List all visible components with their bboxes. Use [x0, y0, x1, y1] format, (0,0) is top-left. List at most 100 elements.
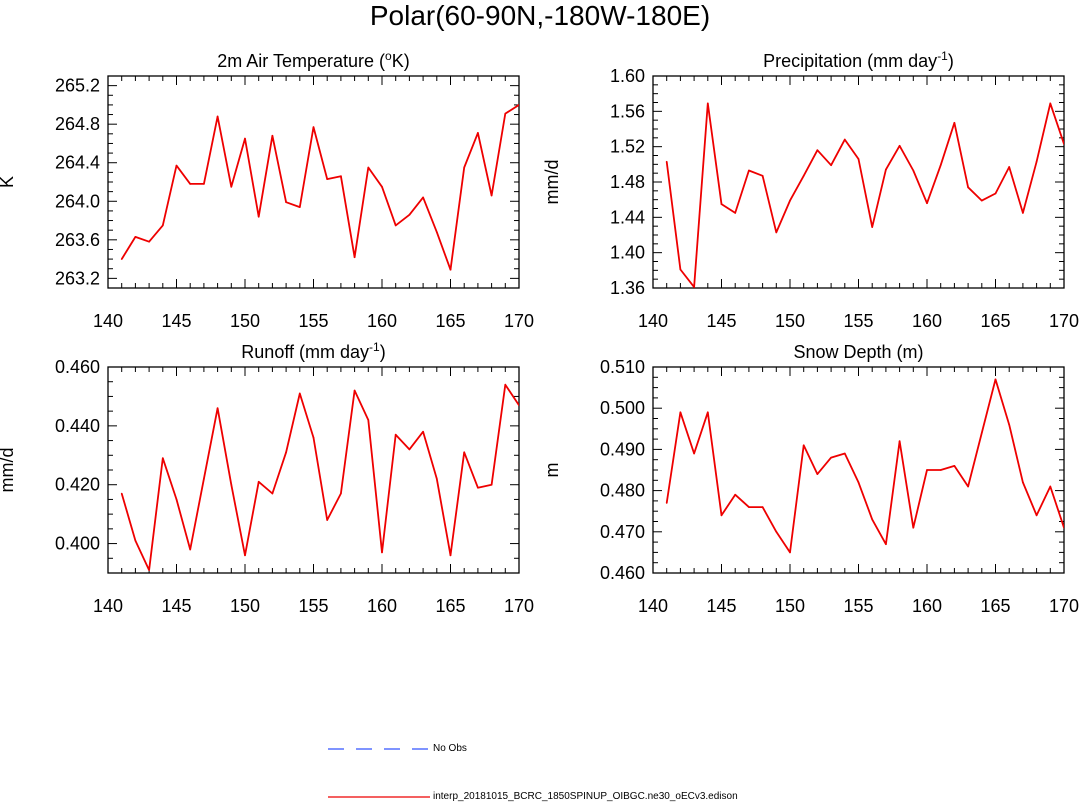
data-point [871, 226, 873, 228]
y-tick-label: 0.480 [600, 481, 645, 501]
data-point [299, 392, 301, 395]
data-point [381, 551, 383, 554]
data-point [381, 186, 383, 188]
panel-title-text-end: ) [380, 342, 386, 362]
data-point [939, 164, 942, 167]
y-tick-label: 1.52 [610, 137, 645, 157]
data-point [693, 452, 695, 455]
data-point [490, 194, 493, 197]
data-point [504, 112, 507, 115]
plot-frame [107, 366, 520, 574]
x-tick-label: 170 [504, 596, 534, 616]
y-tick-label: 0.400 [55, 534, 100, 554]
y-tick-label: 1.48 [610, 172, 645, 192]
data-point [1008, 423, 1010, 426]
data-point [1035, 514, 1038, 517]
data-point [244, 137, 246, 140]
y-axis-label: mm/d [542, 160, 562, 205]
panel-title: Snow Depth (m) [793, 342, 923, 362]
data-point [830, 456, 832, 459]
data-point [1035, 160, 1038, 163]
data-point [518, 104, 519, 106]
y-tick-label: 264.4 [55, 153, 100, 173]
data-point [504, 383, 507, 386]
data-point [1049, 485, 1052, 488]
panel-title-superscript: -1 [369, 340, 380, 354]
data-point [707, 411, 709, 414]
x-tick-label: 140 [93, 596, 123, 616]
y-tick-label: 0.420 [55, 475, 100, 495]
data-point [463, 451, 466, 454]
data-point [216, 115, 219, 118]
data-point [885, 543, 887, 545]
data-point [720, 203, 723, 205]
data-point [775, 231, 778, 234]
data-point [312, 436, 315, 439]
data-point [353, 389, 356, 392]
panel-title-text: Runoff (mm day [241, 342, 369, 362]
data-point [693, 286, 695, 288]
data-point [789, 551, 791, 554]
data-point [394, 433, 397, 436]
x-tick-label: 165 [980, 311, 1010, 331]
data-point [857, 481, 860, 484]
data-point [312, 126, 315, 128]
y-tick-label: 0.510 [600, 357, 645, 377]
panel-title: Runoff (mm day-1) [241, 340, 385, 362]
data-point [436, 478, 438, 480]
data-point [926, 202, 928, 204]
data-point [1049, 102, 1052, 105]
x-tick-label: 150 [775, 596, 805, 616]
data-point [775, 531, 778, 533]
data-point [816, 473, 819, 475]
data-point [162, 457, 164, 460]
data-point [244, 554, 246, 557]
data-point [285, 451, 287, 454]
chart-panel-4: 140 145 150 155 160 165 170 0.460 0.470 0.480 0.49… [542, 342, 1079, 616]
data-point [230, 483, 233, 486]
data-point [857, 158, 860, 160]
data-point [134, 236, 137, 238]
series-line [665, 102, 1064, 288]
x-tick-label: 140 [638, 311, 668, 331]
data-point [981, 432, 983, 434]
data-point [1022, 481, 1024, 484]
x-tick-label: 160 [912, 311, 942, 331]
series-line [120, 383, 519, 571]
data-point [203, 183, 205, 185]
y-tick-label: 1.36 [610, 278, 645, 298]
x-tick-label: 165 [980, 596, 1010, 616]
data-point [162, 224, 164, 227]
data-point [981, 199, 983, 202]
data-point [271, 134, 274, 137]
x-tick-label: 170 [1049, 596, 1079, 616]
data-point [953, 122, 956, 124]
data-point [422, 430, 424, 433]
x-tick-label: 150 [230, 596, 260, 616]
y-axis-label: K [0, 176, 17, 188]
data-point [802, 175, 805, 177]
data-point [665, 160, 668, 163]
data-point [844, 452, 846, 455]
data-point [394, 224, 397, 227]
x-tick-label: 165 [435, 596, 465, 616]
data-point [789, 199, 791, 202]
data-point [898, 440, 901, 442]
data-point [939, 469, 942, 471]
y-axis-label: m [542, 463, 562, 478]
data-point [367, 419, 370, 421]
chart-panel-1: 140 145 150 155 160 165 170 263.2 263.6 264.0 264.… [0, 49, 534, 331]
data-point [912, 169, 915, 172]
x-tick-label: 145 [706, 596, 736, 616]
data-point [830, 164, 832, 167]
data-point [257, 215, 260, 218]
x-tick-label: 160 [367, 596, 397, 616]
data-point [707, 102, 709, 105]
data-point [720, 514, 723, 517]
data-point [299, 206, 301, 208]
data-point [408, 448, 411, 451]
data-point [257, 480, 260, 483]
y-tick-label: 1.60 [610, 66, 645, 86]
y-tick-label: 0.490 [600, 439, 645, 459]
